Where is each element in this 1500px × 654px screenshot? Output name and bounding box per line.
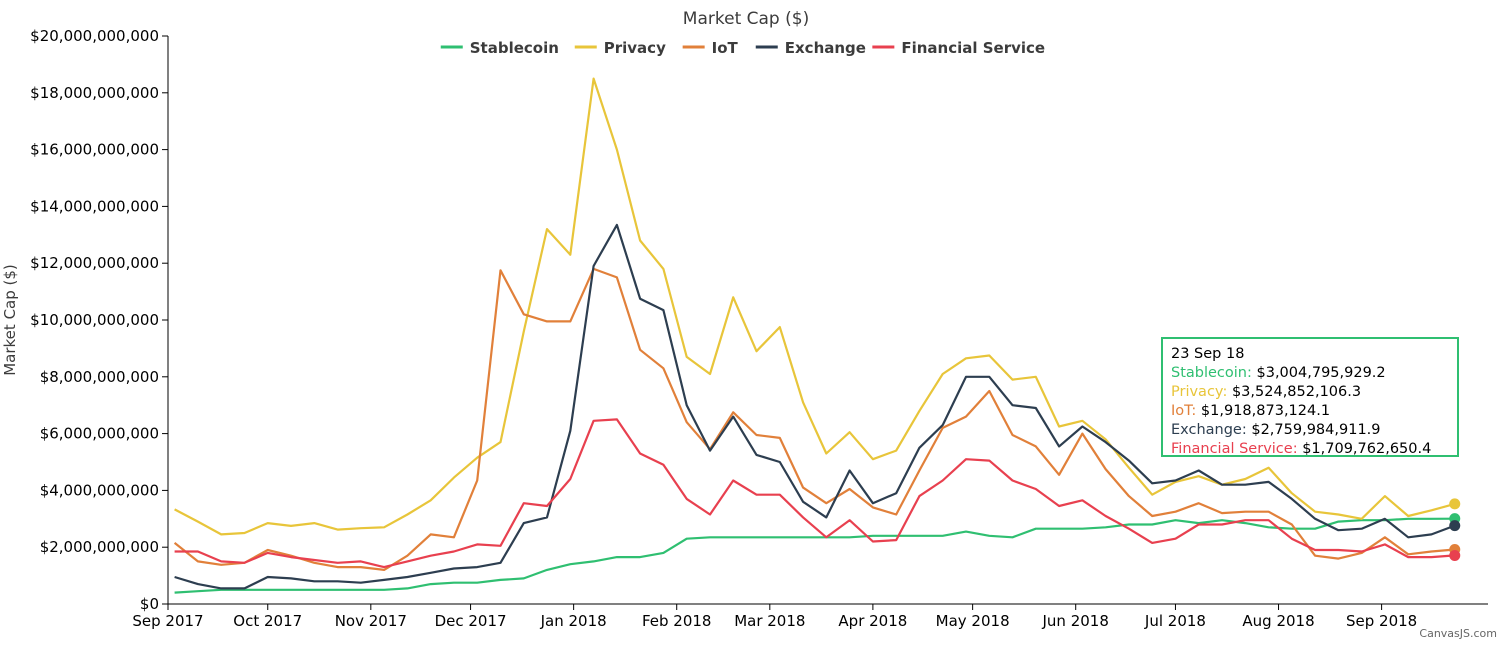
legend-label: Exchange <box>785 39 866 57</box>
tooltip-row-financial-service: Financial Service: $1,709,762,650.4 <box>1171 440 1449 459</box>
tooltip-value-exchange: $2,759,984,911.9 <box>1251 422 1381 438</box>
tooltip-label-exchange: Exchange: <box>1171 422 1247 438</box>
tooltip-label-stablecoin: Stablecoin: <box>1171 365 1252 381</box>
tooltip-row-exchange: Exchange: $2,759,984,911.9 <box>1171 421 1449 440</box>
tooltip-label-financial-service: Financial Service: <box>1171 441 1298 457</box>
tooltip-value-iot: $1,918,873,124.1 <box>1200 403 1331 419</box>
legend-item-financial-service[interactable]: Financial Service <box>872 39 1045 57</box>
x-tick-label: Feb 2018 <box>642 612 712 630</box>
x-tick-label: Jan 2018 <box>540 612 607 630</box>
series-lines <box>173 77 1456 594</box>
x-axis: Sep 2017 Oct 2017 Nov 2017 Dec 2017 Jan 2018… <box>132 603 1488 630</box>
series-line-privacy <box>174 77 1456 536</box>
tooltip-date: 23 Sep 18 <box>1171 346 1245 362</box>
x-tick-label: May 2018 <box>936 612 1010 630</box>
legend-item-stablecoin[interactable]: Stablecoin <box>440 39 559 57</box>
tooltip-value-stablecoin: $3,004,795,929.2 <box>1256 365 1386 381</box>
x-tick-label: Jun 2018 <box>1042 612 1109 630</box>
tooltip-value-privacy: $3,524,852,106.3 <box>1231 384 1362 400</box>
legend-item-exchange[interactable]: Exchange <box>755 39 866 57</box>
x-tick-label: Aug 2018 <box>1242 612 1314 630</box>
tooltip-value-financial-service: $1,709,762,650.4 <box>1302 441 1432 457</box>
legend-label: Financial Service <box>901 39 1045 57</box>
legend-label: Stablecoin <box>470 39 559 57</box>
y-tick-label: $6,000,000,000 <box>40 425 159 443</box>
y-tick-label: $10,000,000,000 <box>30 311 159 329</box>
marker-privacy[interactable] <box>1449 498 1461 510</box>
legend-item-iot[interactable]: IoT <box>682 39 739 57</box>
y-tick-label: $2,000,000,000 <box>40 538 159 556</box>
tooltip-label-privacy: Privacy: <box>1171 384 1228 400</box>
y-tick-label: $12,000,000,000 <box>30 254 159 272</box>
tooltip-row-stablecoin: Stablecoin: $3,004,795,929.2 <box>1171 364 1449 383</box>
canvasjs-credit[interactable]: CanvasJS.com <box>1419 627 1497 640</box>
end-markers <box>1449 498 1461 561</box>
x-tick-label: Jul 2018 <box>1144 612 1206 630</box>
y-axis-title: Market Cap ($) <box>1 264 19 376</box>
y-tick-label: $18,000,000,000 <box>30 84 159 102</box>
y-tick-label: $16,000,000,000 <box>30 141 159 159</box>
x-tick-label: Oct 2017 <box>233 612 302 630</box>
tooltip-row-iot: IoT: $1,918,873,124.1 <box>1171 402 1449 421</box>
y-tick-label: $8,000,000,000 <box>40 368 159 386</box>
x-tick-label: Mar 2018 <box>734 612 805 630</box>
chart-title: Market Cap ($) <box>683 9 809 29</box>
marker-financial-service[interactable] <box>1449 549 1461 561</box>
y-tick-label: $14,000,000,000 <box>30 197 159 215</box>
legend: Stablecoin Privacy IoT Exchange Financial Se… <box>440 39 1045 57</box>
y-tick-label: $0 <box>140 595 159 613</box>
marker-exchange[interactable] <box>1449 520 1461 532</box>
tooltip-row-privacy: Privacy: $3,524,852,106.3 <box>1171 383 1449 402</box>
series-line-iot <box>173 267 1455 572</box>
series-line-financial-service <box>174 418 1455 569</box>
legend-label: Privacy <box>604 39 666 57</box>
y-tick-label: $4,000,000,000 <box>40 481 159 499</box>
x-tick-label: Nov 2017 <box>335 612 407 630</box>
x-tick-label: Apr 2018 <box>838 612 907 630</box>
legend-label: IoT <box>712 39 739 57</box>
x-tick-label: Sep 2017 <box>132 612 203 630</box>
series-line-stablecoin <box>174 517 1455 594</box>
tooltip-label-iot: IoT: <box>1171 403 1197 419</box>
x-tick-label: Sep 2018 <box>1346 612 1417 630</box>
tooltip: 23 Sep 18 Stablecoin: $3,004,795,929.2 P… <box>1161 337 1459 457</box>
series-line-exchange <box>174 223 1456 590</box>
x-tick-label: Dec 2017 <box>435 612 507 630</box>
y-axis: $0 $2,000,000,000 $4,000,000,000 $6,000,000… <box>30 27 169 613</box>
y-tick-label: $20,000,000,000 <box>30 27 159 45</box>
legend-item-privacy[interactable]: Privacy <box>574 39 666 57</box>
